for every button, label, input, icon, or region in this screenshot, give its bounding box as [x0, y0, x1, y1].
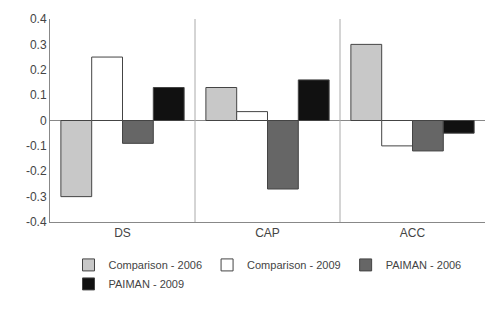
svg-text:0.3: 0.3	[30, 38, 47, 52]
svg-text:Comparison - 2006: Comparison - 2006	[109, 259, 203, 271]
svg-text:ACC: ACC	[400, 226, 426, 240]
svg-text:CAP: CAP	[255, 226, 280, 240]
svg-text:PAIMAN - 2006: PAIMAN - 2006	[386, 259, 462, 271]
svg-text:0.4: 0.4	[30, 12, 47, 26]
svg-text:Comparison - 2009: Comparison - 2009	[247, 259, 341, 271]
svg-text:0.2: 0.2	[30, 63, 47, 77]
svg-text:PAIMAN - 2009: PAIMAN - 2009	[109, 278, 185, 290]
svg-text:-0.2: -0.2	[26, 164, 47, 178]
svg-text:0.1: 0.1	[30, 88, 47, 102]
svg-text:0: 0	[40, 114, 47, 128]
svg-text:-0.1: -0.1	[26, 139, 47, 153]
svg-text:-0.3: -0.3	[26, 190, 47, 204]
svg-text:-0.4: -0.4	[26, 215, 47, 229]
svg-text:DS: DS	[114, 226, 131, 240]
